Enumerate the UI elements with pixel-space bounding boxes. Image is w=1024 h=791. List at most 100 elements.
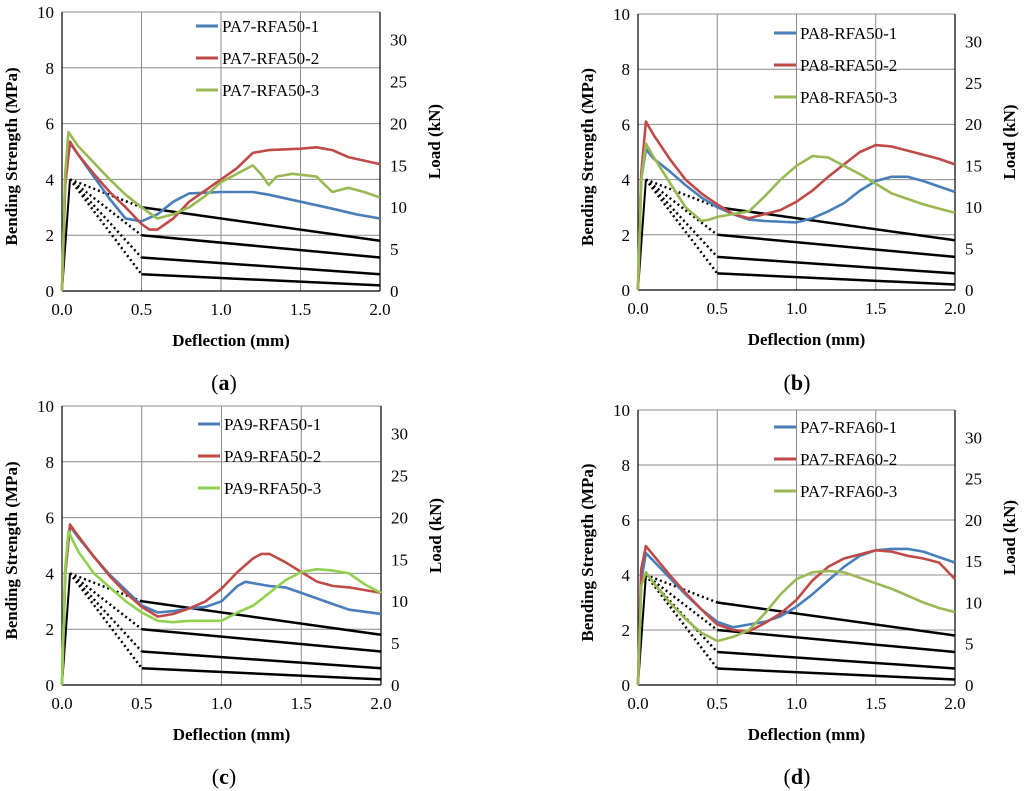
- y-tick-label: 2: [46, 226, 55, 245]
- y2-tick-label: 0: [965, 281, 974, 300]
- model-solid-line: [717, 667, 956, 681]
- model-dotted-line: [644, 178, 719, 258]
- series-line-PA7-RFA60-1: [636, 547, 956, 686]
- x-tick-label: 0.5: [707, 694, 728, 713]
- model-solid-line: [717, 650, 956, 670]
- y2-axis-title: Load (kN): [426, 498, 445, 573]
- x-tick-label: 0.0: [627, 299, 648, 318]
- y2-axis-title: Load (kN): [1000, 104, 1019, 179]
- y2-tick-label: 10: [965, 593, 982, 612]
- x-tick-label: 0.5: [131, 694, 152, 713]
- y-axis-title: Bending Strength (MPa): [578, 463, 597, 641]
- y2-tick-label: 0: [965, 676, 974, 695]
- model-solid-line: [717, 205, 956, 242]
- y-tick-label: 8: [622, 456, 631, 475]
- y2-tick-label: 15: [390, 156, 407, 175]
- panel-caption: (b): [784, 370, 811, 395]
- y-axis-title: Bending Strength (MPa): [2, 67, 21, 245]
- model-dotted-line: [69, 178, 143, 237]
- series-line-PA8-RFA50-3: [636, 142, 956, 291]
- x-tick-label: 1.5: [290, 300, 311, 319]
- y-tick-label: 2: [622, 226, 631, 245]
- series-line-PA8-RFA50-1: [636, 147, 956, 291]
- model-solid-line: [717, 601, 956, 637]
- legend-label: PA7-RFA60-2: [800, 450, 897, 469]
- x-axis-title: Deflection (mm): [748, 725, 866, 744]
- panel-caption: (d): [784, 764, 811, 789]
- legend-label: PA8-RFA50-2: [800, 56, 897, 75]
- legend-label: PA7-RFA60-3: [800, 482, 897, 501]
- panel-caption: (c): [212, 764, 236, 789]
- model-solid-line: [141, 600, 382, 637]
- x-axis-title: Deflection (mm): [172, 331, 290, 350]
- series-line-PA9-RFA50-3: [60, 530, 382, 686]
- y2-tick-label: 20: [390, 114, 407, 133]
- x-tick-label: 0.0: [51, 694, 72, 713]
- model-solid-line: [141, 627, 382, 653]
- series-line-PA9-RFA50-2: [60, 523, 382, 686]
- y-tick-label: 8: [46, 59, 55, 78]
- y-tick-label: 4: [622, 566, 631, 585]
- y2-axis-title: Load (kN): [1000, 500, 1019, 575]
- model-solid-line: [717, 272, 956, 286]
- model-solid-line: [141, 206, 381, 243]
- y-tick-label: 2: [622, 621, 631, 640]
- y-tick-label: 10: [37, 397, 54, 416]
- model-dotted-line: [69, 572, 143, 631]
- y2-tick-label: 5: [965, 635, 974, 654]
- series-line-PA7-RFA60-3: [636, 569, 956, 686]
- y-tick-label: 6: [622, 115, 631, 134]
- y2-tick-label: 25: [965, 470, 982, 489]
- x-axis-title: Deflection (mm): [173, 725, 291, 744]
- y-tick-label: 4: [46, 170, 55, 189]
- chart-panel-a: 0 2 4 6 8 10 0 5 10 15 20 25 30 0.0 0.5 1.0 1.5 2.0 Deflec…: [2, 3, 444, 395]
- y2-tick-label: 25: [391, 467, 408, 486]
- y2-tick-label: 20: [391, 508, 408, 527]
- legend-label: PA7-RFA50-3: [222, 81, 319, 100]
- model-dotted-line: [69, 572, 143, 670]
- x-tick-label: 1.5: [865, 299, 886, 318]
- y2-tick-label: 5: [965, 240, 974, 259]
- y-tick-label: 4: [46, 564, 55, 583]
- y2-tick-label: 10: [391, 592, 408, 611]
- y-axis-title: Bending Strength (MPa): [578, 68, 597, 246]
- y2-tick-label: 5: [390, 240, 399, 259]
- y2-axis-title: Load (kN): [425, 104, 444, 179]
- y2-tick-label: 15: [391, 550, 408, 569]
- legend-label: PA9-RFA50-3: [224, 479, 321, 498]
- chart-panel-d: 0 2 4 6 8 10 0 5 10 15 20 25 30 0.0 0.5 1.0 1.5 2.0 Deflec…: [578, 401, 1019, 789]
- x-tick-label: 2.0: [369, 300, 390, 319]
- y2-tick-label: 25: [965, 74, 982, 93]
- series-line-PA7-RFA50-3: [60, 130, 381, 292]
- x-tick-label: 2.0: [944, 299, 965, 318]
- model-solid-line: [141, 273, 381, 287]
- model-solid-line: [141, 650, 382, 670]
- y-tick-label: 8: [622, 60, 631, 79]
- legend-label: PA9-RFA50-2: [224, 447, 321, 466]
- panel-caption: (a): [211, 370, 237, 395]
- x-tick-label: 2.0: [370, 694, 391, 713]
- y2-tick-label: 10: [390, 198, 407, 217]
- legend-label: PA9-RFA50-1: [224, 415, 321, 434]
- chart-panel-c: 0 2 4 6 8 10 0 5 10 15 20 25 30 0.0 0.5 1.0 1.5 2.0 Deflec…: [2, 397, 445, 789]
- x-tick-label: 0.0: [51, 300, 72, 319]
- model-solid-line: [141, 667, 382, 681]
- y-tick-label: 6: [46, 115, 55, 134]
- y2-tick-label: 25: [390, 73, 407, 92]
- model-solid-line: [717, 628, 956, 654]
- chart-panel-b: 0 2 4 6 8 10 0 5 10 15 20 25 30 0.0 0.5 1.0 1.5 2.0 Deflec…: [578, 5, 1019, 395]
- x-tick-label: 1.0: [211, 694, 232, 713]
- y-axis-title: Bending Strength (MPa): [2, 461, 21, 639]
- y2-tick-label: 20: [965, 115, 982, 134]
- x-tick-label: 0.5: [707, 299, 728, 318]
- series-line-PA7-RFA60-2: [636, 544, 956, 686]
- model-dotted-line: [645, 574, 719, 631]
- x-tick-label: 1.0: [786, 299, 807, 318]
- model-solid-line: [141, 233, 381, 259]
- y-tick-label: 0: [622, 281, 631, 300]
- y2-tick-label: 5: [391, 634, 400, 653]
- x-tick-label: 1.5: [865, 694, 886, 713]
- legend-label: PA7-RFA50-2: [222, 49, 319, 68]
- x-tick-label: 1.0: [210, 300, 231, 319]
